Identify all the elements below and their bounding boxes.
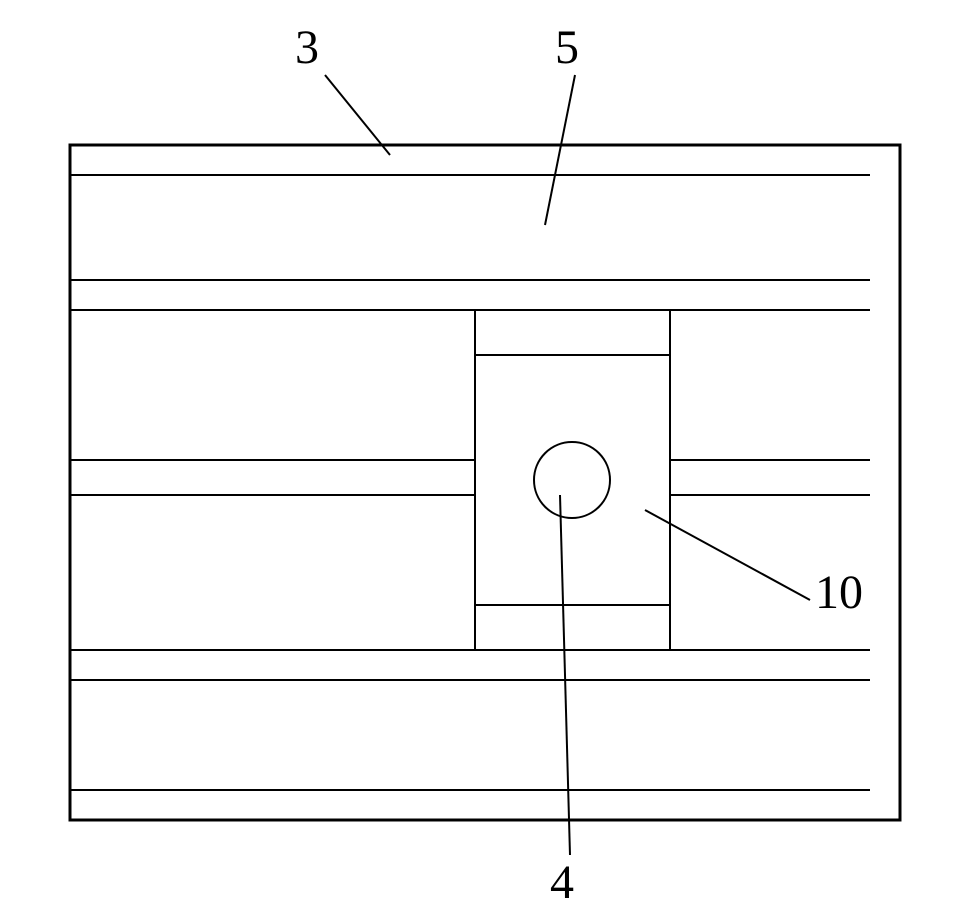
callout-label: 3 [295, 20, 319, 75]
callout-label: 5 [555, 20, 579, 75]
drawing-svg [0, 0, 955, 923]
callout-label: 10 [815, 565, 863, 620]
callout-label: 4 [550, 855, 574, 910]
diagram-canvas: 3 5 10 4 [0, 0, 955, 923]
